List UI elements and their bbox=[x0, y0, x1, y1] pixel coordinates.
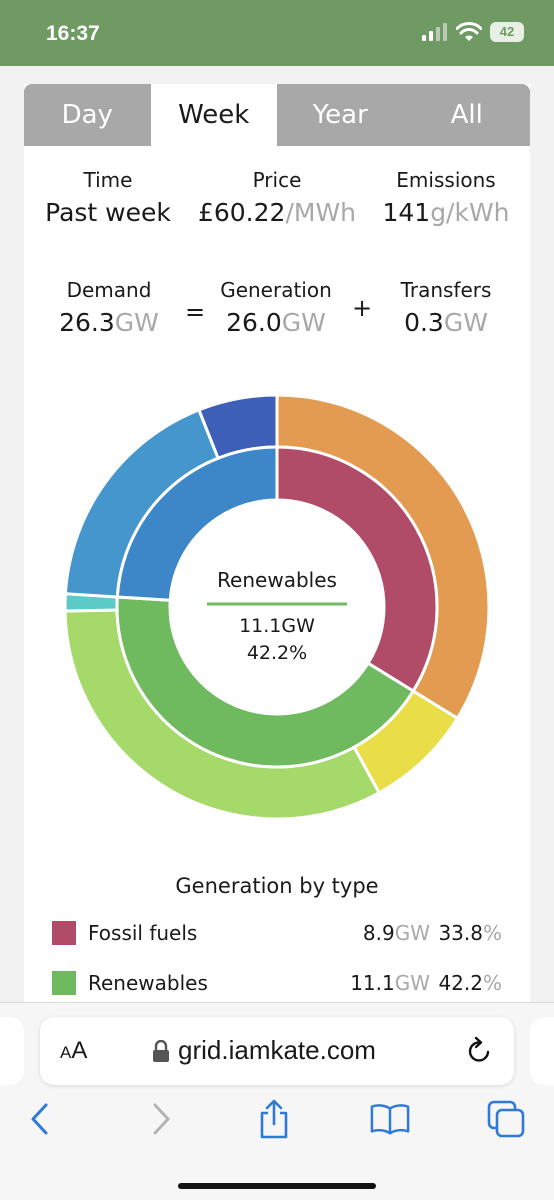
legend-value-number: 8.9 bbox=[362, 921, 395, 945]
tab-year[interactable]: Year bbox=[277, 84, 404, 146]
legend-percent: 42.2% bbox=[430, 971, 502, 995]
demand-unit: GW bbox=[114, 308, 159, 337]
price-label: Price bbox=[252, 168, 302, 192]
legend-label: Fossil fuels bbox=[88, 921, 198, 945]
generation-stat: Generation 26.0GW bbox=[211, 278, 341, 337]
time-stat: Time Past week bbox=[24, 168, 192, 227]
demand-stat: Demand 26.3GW bbox=[44, 278, 174, 337]
bookmarks-button[interactable] bbox=[370, 1099, 410, 1139]
dashboard-card: Day Week Year All Time Past week Price £… bbox=[24, 84, 530, 1024]
legend-title: Generation by type bbox=[175, 874, 379, 898]
generation-unit: GW bbox=[281, 308, 326, 337]
price-unit: /MWh bbox=[285, 198, 357, 227]
center-value: 11.1GW bbox=[239, 615, 315, 637]
time-label: Time bbox=[83, 168, 133, 192]
inner-ring bbox=[115, 445, 439, 769]
battery-indicator: 42 bbox=[490, 22, 524, 42]
legend-percent-unit: % bbox=[482, 971, 502, 995]
legend-item-renewables: Renewables 11.1GW 42.2% bbox=[52, 968, 502, 998]
status-time: 16:37 bbox=[46, 22, 100, 45]
center-percent: 42.2% bbox=[247, 642, 307, 664]
tab-all[interactable]: All bbox=[403, 84, 530, 146]
cellular-signal-icon bbox=[422, 23, 447, 41]
next-tab-preview[interactable] bbox=[530, 1017, 554, 1085]
tab-day[interactable]: Day bbox=[24, 84, 151, 146]
url-text: grid.iamkate.com bbox=[178, 1035, 376, 1065]
price-value: £60.22 bbox=[197, 198, 286, 227]
url-display[interactable]: grid.iamkate.com bbox=[152, 1035, 376, 1066]
text-size-button[interactable]: AA bbox=[60, 1037, 87, 1065]
period-tabs: Day Week Year All bbox=[24, 84, 530, 146]
equals-sign: = bbox=[185, 298, 206, 326]
tabs-button[interactable] bbox=[486, 1099, 526, 1139]
reload-icon[interactable] bbox=[466, 1035, 494, 1065]
inner-slice-0 bbox=[275, 445, 439, 694]
lock-icon bbox=[153, 1039, 169, 1062]
emissions-stat: Emissions 141g/kWh bbox=[362, 168, 530, 227]
transfers-value: 0.3 bbox=[404, 308, 444, 337]
legend-percent-number: 42.2 bbox=[438, 971, 483, 995]
transfers-stat: Transfers 0.3GW bbox=[381, 278, 511, 337]
page-content: Day Week Year All Time Past week Price £… bbox=[0, 66, 554, 1200]
inner-slice-1 bbox=[115, 595, 416, 769]
legend-value-unit: GW bbox=[394, 921, 430, 945]
back-icon bbox=[31, 1103, 48, 1135]
demand-label: Demand bbox=[66, 278, 152, 302]
price-value-line: £60.22/MWh bbox=[192, 198, 362, 227]
share-button[interactable] bbox=[254, 1099, 294, 1139]
transfers-label: Transfers bbox=[400, 278, 492, 302]
legend-value-unit: GW bbox=[394, 971, 430, 995]
legend-value-number: 11.1 bbox=[350, 971, 395, 995]
emissions-unit: g/kWh bbox=[430, 198, 510, 227]
tabs-icon bbox=[487, 1100, 525, 1138]
generation-donut-chart: Renewables 11.1GW 42.2% bbox=[63, 393, 491, 821]
emissions-value-line: 141g/kWh bbox=[362, 198, 530, 227]
emissions-value: 141 bbox=[382, 198, 431, 227]
status-bar: 16:37 42 bbox=[0, 0, 554, 68]
browser-toolbar bbox=[0, 1095, 554, 1145]
summary-row: Time Past week Price £60.22/MWh Emission… bbox=[24, 168, 530, 227]
inner-slice-2 bbox=[115, 445, 279, 602]
demand-value-line: 26.3GW bbox=[44, 308, 174, 337]
address-bar[interactable]: AA grid.iamkate.com bbox=[40, 1017, 514, 1085]
center-label: Renewables bbox=[217, 568, 337, 592]
transfers-value-line: 0.3GW bbox=[381, 308, 511, 337]
legend-percent-number: 33.8 bbox=[438, 921, 483, 945]
forward-button[interactable] bbox=[141, 1099, 181, 1139]
generation-label: Generation bbox=[220, 278, 332, 302]
demand-value: 26.3 bbox=[59, 308, 115, 337]
back-button[interactable] bbox=[20, 1099, 60, 1139]
text-size-small-a: A bbox=[60, 1043, 72, 1062]
generation-value: 26.0 bbox=[226, 308, 282, 337]
browser-chrome: AA grid.iamkate.com bbox=[0, 1002, 554, 1200]
time-value: Past week bbox=[45, 198, 171, 227]
generation-value-line: 26.0GW bbox=[211, 308, 341, 337]
legend-percent: 33.8% bbox=[430, 921, 502, 945]
plus-sign: + bbox=[352, 294, 373, 322]
balance-row: Demand 26.3GW = Generation 26.0GW + Tran… bbox=[24, 278, 530, 348]
legend-swatch bbox=[52, 921, 76, 945]
transfers-unit: GW bbox=[443, 308, 488, 337]
legend-value: 8.9GW bbox=[340, 921, 430, 945]
previous-tab-preview[interactable] bbox=[0, 1017, 24, 1085]
status-icons: 42 bbox=[422, 22, 524, 42]
emissions-label: Emissions bbox=[396, 168, 496, 192]
bookmarks-icon bbox=[370, 1104, 410, 1135]
forward-icon bbox=[153, 1103, 170, 1135]
wifi-icon bbox=[456, 22, 482, 41]
legend-swatch bbox=[52, 971, 76, 995]
text-size-large-a: A bbox=[71, 1037, 88, 1064]
legend-value: 11.1GW bbox=[340, 971, 430, 995]
share-icon bbox=[260, 1099, 288, 1139]
tab-week[interactable]: Week bbox=[150, 84, 277, 146]
home-indicator bbox=[178, 1183, 376, 1189]
price-stat: Price £60.22/MWh bbox=[192, 168, 362, 227]
legend-label: Renewables bbox=[88, 971, 208, 995]
legend-item-fossil-fuels: Fossil fuels 8.9GW 33.8% bbox=[52, 918, 502, 948]
legend-percent-unit: % bbox=[482, 921, 502, 945]
